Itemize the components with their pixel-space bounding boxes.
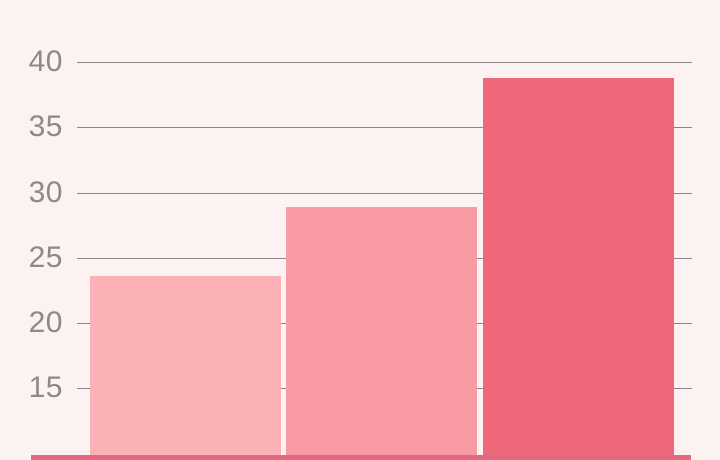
y-tick-label: 40 [28,45,63,78]
y-tick-label: 35 [28,110,63,143]
bar-1 [90,276,281,460]
gridline-35 [77,127,692,128]
y-tick-label: 25 [28,241,63,274]
gridline-40 [77,62,692,63]
bar-2 [286,207,477,460]
x-axis-line [31,455,691,460]
y-tick-label: 15 [28,371,63,404]
gridline-30 [77,193,692,194]
y-tick-label: 20 [28,306,63,339]
y-tick-label: 30 [28,176,63,209]
bar-3 [483,78,674,460]
